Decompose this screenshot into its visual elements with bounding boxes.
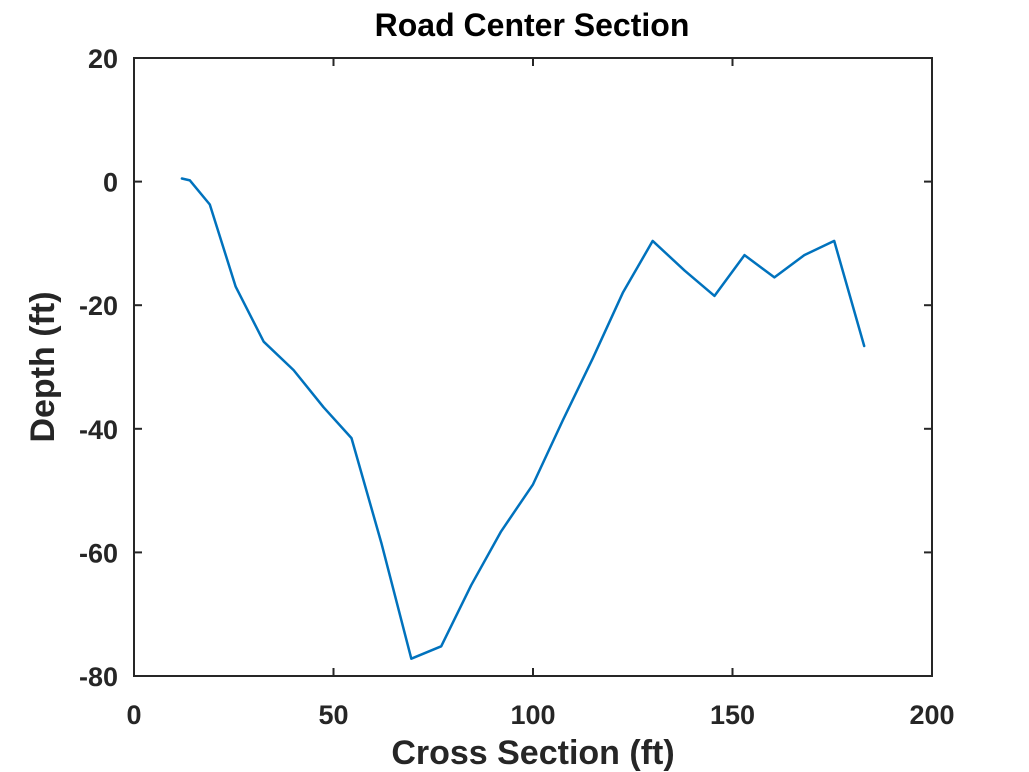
- y-axis-label: Depth (ft): [24, 291, 62, 442]
- series-line: [180, 177, 866, 660]
- x-axis-ticks: 0 50 100 150 200: [126, 58, 955, 730]
- plot-area: 0 50 100 150 200 -80 -60 -40 -20 0 20: [79, 44, 955, 730]
- y-tick-label: -80: [79, 662, 118, 692]
- x-tick-label: 0: [126, 700, 141, 730]
- x-tick-label: 200: [909, 700, 954, 730]
- x-axis-label: Cross Section (ft): [391, 734, 674, 772]
- chart-title: Road Center Section: [375, 7, 690, 43]
- x-tick-label: 150: [710, 700, 755, 730]
- x-tick-label: 100: [510, 700, 555, 730]
- y-tick-label: -40: [79, 415, 118, 445]
- axes-box: [133, 57, 933, 677]
- y-tick-label: -60: [79, 538, 118, 568]
- x-tick-label: 50: [318, 700, 348, 730]
- y-tick-label: -20: [79, 291, 118, 321]
- y-tick-label: 20: [88, 44, 118, 74]
- y-axis-ticks: -80 -60 -40 -20 0 20: [79, 44, 932, 692]
- y-tick-label: 0: [103, 168, 118, 198]
